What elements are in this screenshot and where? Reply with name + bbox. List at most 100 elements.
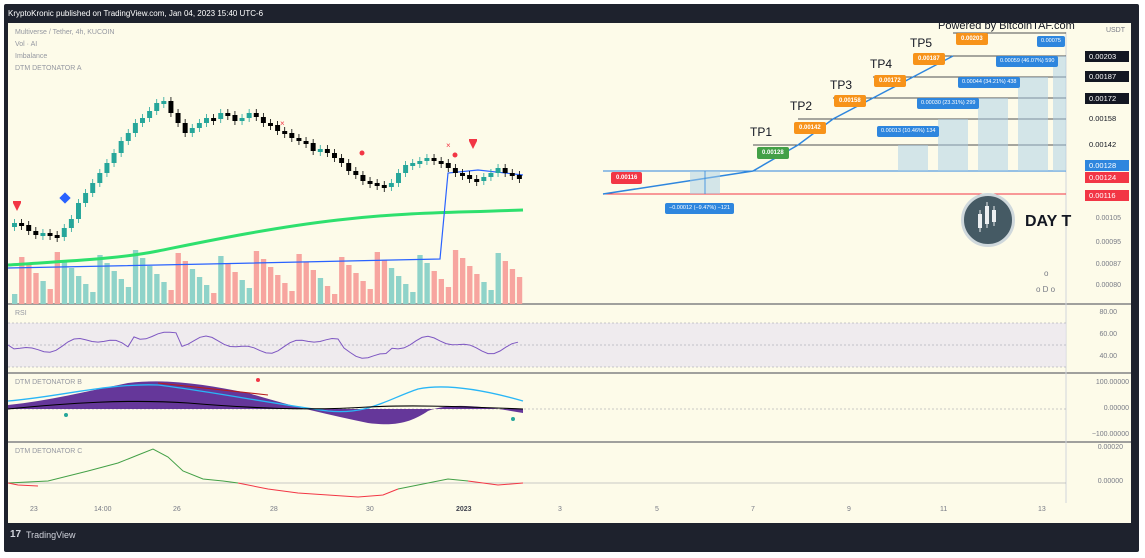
candlestick-logo-icon [978,202,996,232]
volume-bar [403,284,409,304]
rsi-axis-label: 60.00 [1099,331,1117,338]
price-label: 0.00080 [1095,282,1121,289]
tp5-mid-value-box[interactable]: 0.00187 [913,53,945,65]
overlay-o: o [1044,269,1049,278]
entry-value-box[interactable]: 0.00116 [611,172,643,184]
candle-body [125,133,131,141]
volume-bar [218,256,224,304]
candle-body [12,223,17,227]
currency-label: USDT [1105,27,1125,34]
volume-bar [61,260,68,304]
volume-bar [431,271,437,304]
candle-body [317,149,323,152]
volume-bar [310,270,316,304]
candle-body [204,118,209,123]
price-tag-0142: 0.00142 [1085,139,1129,150]
candle-body [225,113,231,116]
dtm-b-histogram [8,381,523,425]
volume-bar [211,293,217,304]
candle-body [268,123,273,126]
candle-body [303,141,309,144]
candle-body [97,173,103,183]
volume-bar [467,266,473,304]
imbalance-legend[interactable]: Imbalance [15,53,48,60]
brand-text: DAY T [1025,213,1072,230]
dtm-a-legend[interactable]: DTM DETONATOR A [15,65,82,72]
volume-bar [296,254,302,304]
volume-bar [154,274,160,304]
candle-body [403,165,409,173]
time-label: 13 [1038,506,1046,513]
target-info-box-3[interactable]: 0.00044 (34.21%) 438 [958,77,1021,88]
tp3-label: TP3 [830,78,853,92]
volume-legend[interactable]: Vol · AI [15,41,38,48]
volume-bar [147,266,153,304]
candle-body [332,153,337,158]
dtm-b-axis-label: 0.00000 [1103,405,1129,412]
candle-body [339,158,345,163]
candle-body [509,173,515,176]
target-info-box-5[interactable]: 0.00075 [1037,36,1065,47]
price-label: 0.00087 [1095,261,1121,268]
time-label: 7 [751,506,755,513]
tradingview-logo-icon[interactable]: 17 [10,529,22,540]
candle-body [104,163,110,173]
tp5-value-box[interactable]: 0.00203 [956,33,988,45]
dtm-c-legend[interactable]: DTM DETONATOR C [15,448,83,455]
candle-body [118,141,124,153]
candle-body [47,233,53,236]
candle-body [140,118,145,123]
brand-logo [961,193,1015,247]
signal-dot [359,150,365,156]
volume-bar [452,250,459,304]
chart-canvas[interactable]: × × [8,23,1131,523]
tp4-label: TP4 [870,57,893,71]
candle-body [83,193,89,203]
tp2-value-box[interactable]: 0.00142 [794,122,826,134]
tp1-value-box[interactable]: 0.00128 [757,147,789,159]
candle-body [324,149,330,153]
volume-bar [445,287,452,304]
candle-body [33,231,39,235]
volume-bar [388,268,395,304]
volume-bar [97,255,103,304]
volume-bar [324,286,331,304]
candle-body [196,123,202,128]
volume-bar [246,288,252,304]
candle-body [417,161,423,164]
target-info-box-4[interactable]: 0.00059 (46.07%) 590 [996,56,1059,67]
dtm-b-legend[interactable]: DTM DETONATOR B [15,379,82,386]
tp3-value-box[interactable]: 0.00158 [834,95,866,107]
candle-body [388,183,394,187]
symbol-legend[interactable]: Multiverse / Tether, 4h, KUCOIN [15,29,115,36]
candle-body [175,113,181,123]
volume-bar [125,287,132,304]
candle-body [481,177,487,181]
candle-body [40,233,46,236]
volume-bar [40,281,46,304]
candle-body [239,118,245,121]
candle-body [310,143,316,151]
target-info-box-1[interactable]: 0.00013 (10.46%) 134 [877,126,940,137]
dtm-c-axis-label: 0.00020 [1097,444,1123,451]
candle-body [275,125,281,131]
volume-bar [260,259,267,304]
chart-area[interactable]: × × [8,23,1131,523]
target-info-box-2[interactable]: 0.00030 (23.31%) 299 [917,98,980,109]
volume-bar [353,273,359,304]
candle-body [161,101,167,104]
tp4-value-box[interactable]: 0.00172 [874,75,906,87]
volume-bar [19,257,25,304]
volume-bar [168,290,174,304]
volume-bar [68,268,75,304]
stop-info-box[interactable]: −0.00012 (−9.47%) −121 [665,203,735,214]
candle-body [211,118,217,121]
rsi-line [8,331,519,359]
volume-bar [410,292,416,304]
rsi-legend[interactable]: RSI [15,310,27,317]
candle-body [396,173,401,183]
volume-bar [12,294,18,304]
tradingview-brand[interactable]: TradingView [26,530,76,540]
signal-dot [452,152,458,158]
dtm-c-line-up [8,448,239,484]
